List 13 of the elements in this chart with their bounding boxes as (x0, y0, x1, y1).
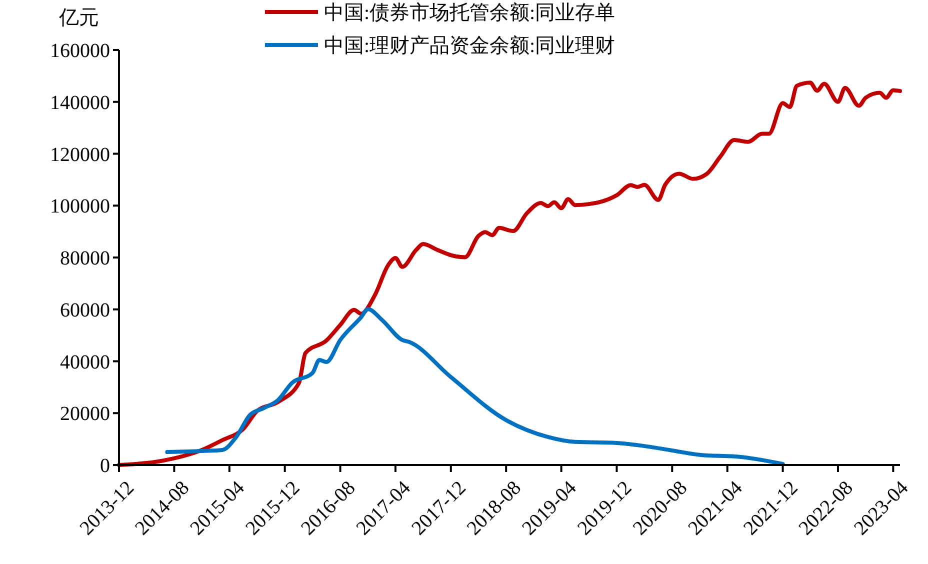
y-tick-label: 40000 (60, 351, 110, 374)
legend-label: 中国:理财产品资金余额:同业理财 (324, 35, 616, 57)
y-tick-label: 0 (100, 455, 110, 477)
y-tick-label: 60000 (60, 299, 110, 322)
y-tick-label: 80000 (60, 248, 110, 270)
y-tick-label: 120000 (50, 144, 110, 166)
y-axis-title: 亿元 (58, 7, 99, 29)
y-tick-label: 20000 (60, 403, 110, 426)
y-tick-label: 100000 (50, 196, 110, 218)
line-series (165, 307, 785, 466)
y-tick-label: 160000 (50, 40, 110, 62)
legend-label: 中国:债券市场托管余额:同业存单 (324, 2, 616, 24)
y-tick-label: 140000 (50, 92, 110, 114)
